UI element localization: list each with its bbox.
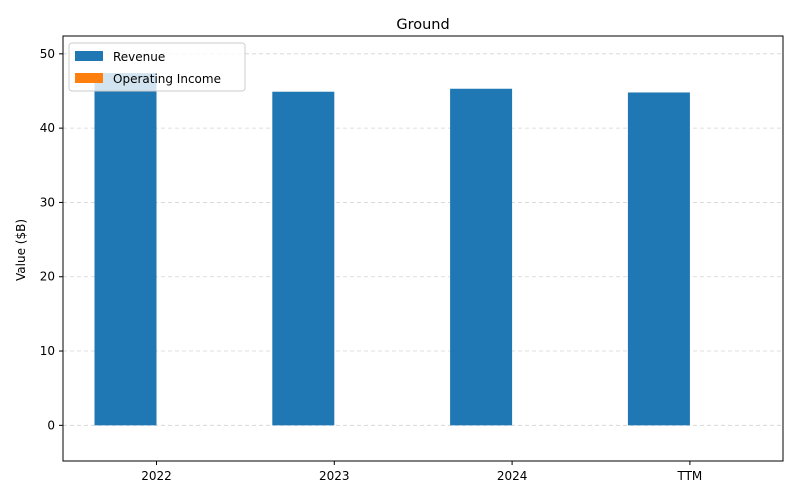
chart-title: Ground	[396, 17, 449, 33]
y-axis: 0 10 20 30 40 50	[40, 47, 63, 432]
x-tick-label: 2023	[319, 469, 350, 483]
legend-label: Operating Income	[113, 72, 221, 86]
y-axis-title: Value ($B)	[14, 219, 28, 281]
legend-swatch	[75, 73, 103, 83]
x-tick-label: 2024	[497, 469, 528, 483]
x-tick-label: TTM	[676, 469, 702, 483]
y-tick-label: 10	[40, 344, 55, 358]
legend: Revenue Operating Income	[68, 42, 246, 92]
legend-label: Revenue	[113, 50, 165, 64]
y-tick-label: 30	[40, 195, 55, 209]
y-tick-label: 0	[47, 418, 55, 432]
x-axis: 2022 2023 2024 TTM	[141, 461, 702, 483]
plot-frame	[62, 35, 784, 462]
y-tick-label: 20	[40, 270, 55, 284]
bar-revenue-2022	[94, 73, 157, 426]
bar-revenue-ttm	[627, 92, 690, 426]
x-tick-label: 2022	[141, 469, 172, 483]
bars	[94, 73, 690, 426]
legend-frame	[68, 42, 246, 92]
bar-revenue-2023	[272, 91, 335, 426]
legend-swatch	[75, 51, 103, 61]
y-tick-label: 40	[40, 121, 55, 135]
bar-revenue-2024	[450, 88, 513, 426]
y-tick-label: 50	[40, 47, 55, 61]
